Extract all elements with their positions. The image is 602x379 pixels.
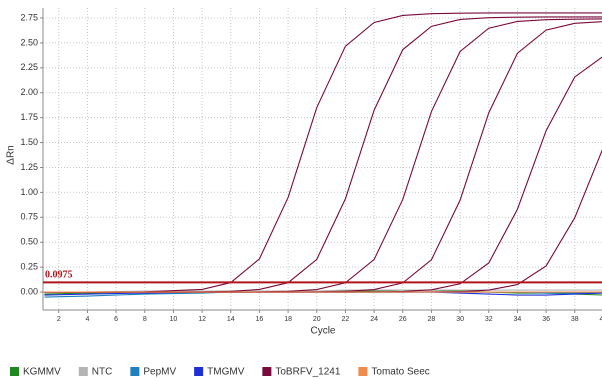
y-tick-label: 0.25 [20,262,38,272]
y-tick-label: 0.50 [20,237,38,247]
x-axis-label: Cycle [310,326,335,337]
x-tick-label: 24 [370,316,378,323]
legend-label: ToBRFV_1241 [275,367,340,378]
x-tick-label: 6 [114,316,118,323]
y-tick-label: 1.00 [20,187,38,197]
legend-swatch [358,367,368,376]
plot-area [44,12,602,298]
x-tick-label: 4 [85,316,89,323]
y-tick-label: 2.25 [20,62,38,72]
x-tick-label: 34 [514,316,522,323]
y-tick-label: 1.50 [20,137,38,147]
x-tick-label: 10 [170,316,178,323]
legend-label: TMGMV [207,367,245,378]
y-tick-label: 0.00 [20,286,38,296]
legend-swatch [130,367,140,376]
legend-label: KGMMV [23,367,61,378]
y-tick-label: 1.25 [20,162,38,172]
x-tick-label: 30 [456,316,464,323]
amplification-curve [44,18,602,293]
y-axis-label: ΔRn [6,145,17,164]
legend-label: Tomato Seec [371,367,429,378]
x-tick-label: 20 [313,316,321,323]
y-tick-label: 2.50 [20,37,38,47]
amplification-curve [44,56,602,293]
x-tick-label: 14 [227,316,235,323]
x-tick-label: 26 [399,316,407,323]
x-tick-label: 22 [342,316,350,323]
grid [43,8,602,310]
x-tick-label: 40 [600,316,602,323]
x-tick-label: 32 [485,316,493,323]
threshold-label: 0.0975 [45,270,73,281]
legend-swatch [194,367,204,376]
y-tick-label: 0.75 [20,212,38,222]
legend-swatch [262,367,272,376]
x-tick-label: 18 [284,316,292,323]
y-tick-label: 2.75 [20,12,38,22]
y-tick-label: 1.75 [20,112,38,122]
x-tick-label: 2 [57,316,61,323]
x-tick-label: 28 [428,316,436,323]
x-tick-label: 8 [143,316,147,323]
amplification-curve [44,12,602,293]
legend-label: NTC [92,367,113,378]
legend-swatch [78,367,88,376]
amplification-curve [44,21,602,293]
legend: KGMMV NTC PepMV TMGMV ToBRFV_1241 Tomato Seec [10,367,430,378]
amplification-curve [44,16,602,293]
x-tick-label: 16 [256,316,264,323]
x-tick-label: 36 [542,316,550,323]
y-tick-label: 2.00 [20,87,38,97]
x-tick-label: 38 [571,316,579,323]
amplification-curve [44,149,602,293]
x-tick-label: 12 [198,316,206,323]
legend-label: PepMV [143,367,176,378]
legend-swatch [10,367,19,376]
